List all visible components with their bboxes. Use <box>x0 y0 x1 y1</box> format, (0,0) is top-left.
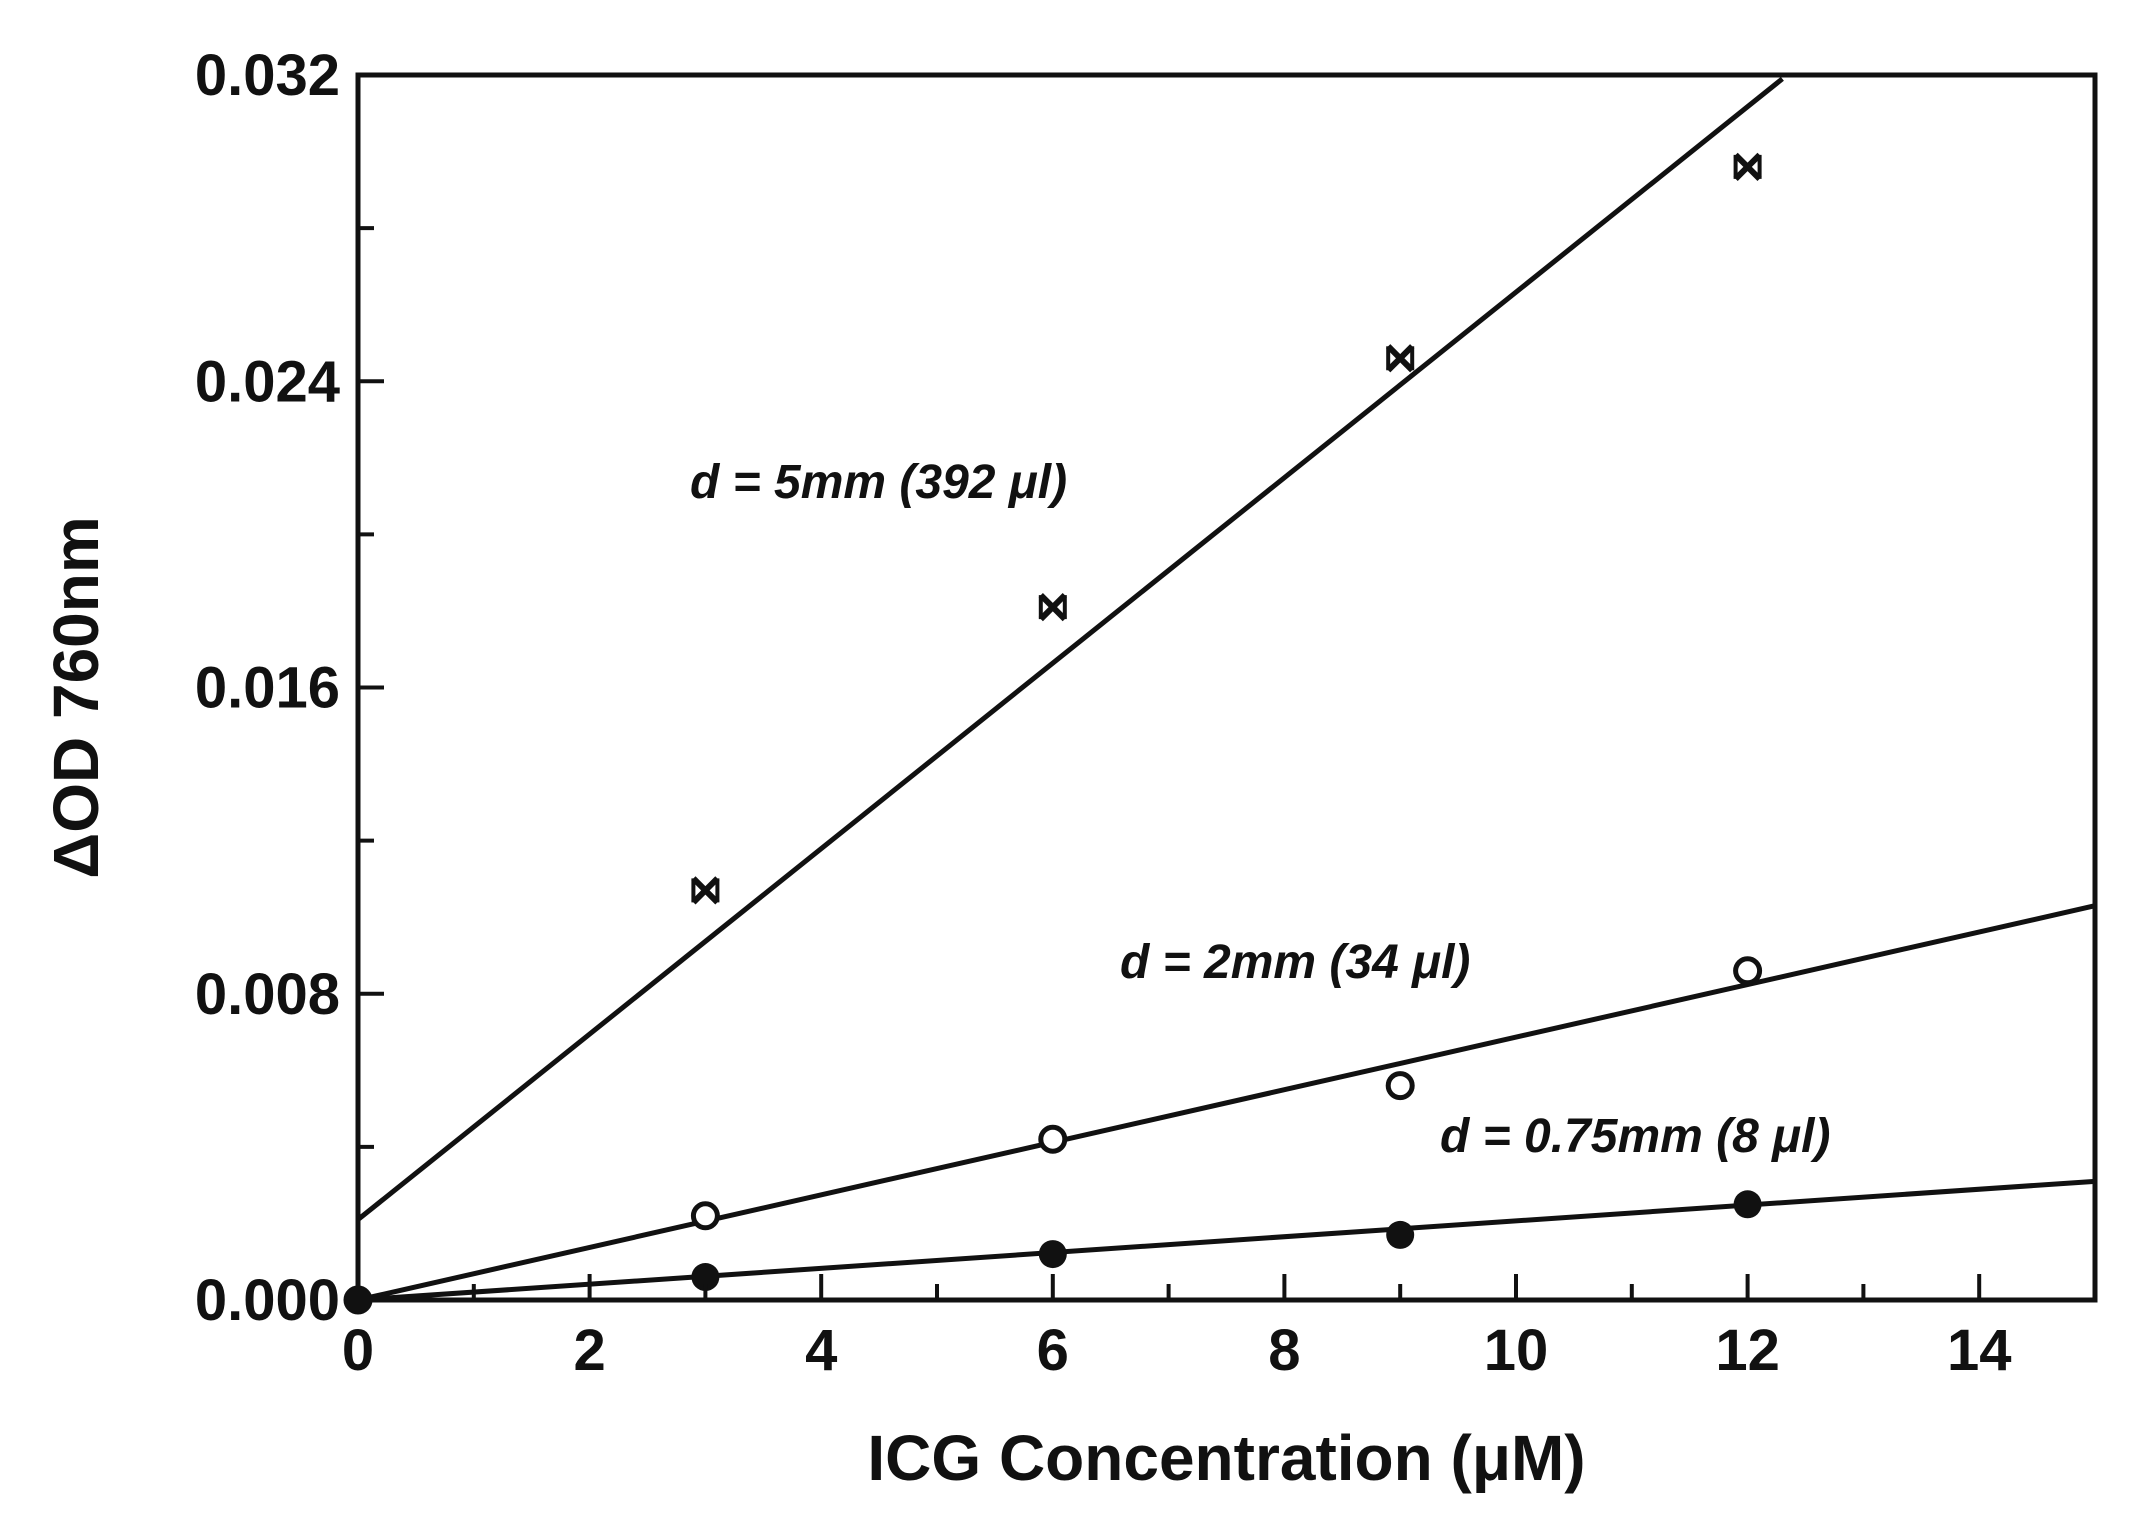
data-point-x <box>1038 592 1067 622</box>
series-annotation: d = 2mm (34 μl) <box>1120 936 1470 989</box>
series-annotation: d = 0.75mm (8 μl) <box>1440 1110 1830 1163</box>
y-tick-label: 0.008 <box>195 962 340 1027</box>
x-tick-label: 6 <box>1037 1318 1069 1383</box>
series-annotations: d = 5mm (392 μl) d = 2mm (34 μl) d = 0.75m… <box>690 456 1830 1163</box>
y-tick-label: 0.016 <box>195 656 340 721</box>
fit-line <box>357 903 2096 1303</box>
plot-frame <box>355 72 2098 1303</box>
x-tick-label: 14 <box>1947 1318 2012 1383</box>
x-tick-label: 8 <box>1268 1318 1300 1383</box>
data-point-x <box>691 876 720 905</box>
data-point-open-circle <box>1385 1071 1415 1101</box>
y-tick-label: 0.024 <box>195 349 340 414</box>
x-tick-label: 0 <box>342 1318 374 1383</box>
y-tick-label: 0.032 <box>195 43 340 108</box>
data-point-open-circle <box>1733 956 1763 986</box>
fit-lines <box>356 76 2096 1303</box>
fit-line <box>357 1178 2096 1303</box>
series-annotation: d = 5mm (392 μl) <box>690 456 1067 509</box>
data-point-filled-circle <box>1386 1220 1415 1249</box>
data-point-filled-circle <box>1733 1190 1762 1219</box>
x-tick-label: 12 <box>1715 1318 1780 1383</box>
x-tick-label: 2 <box>573 1318 605 1383</box>
x-axis-title: ICG Concentration (μM) <box>867 1422 1585 1494</box>
data-point-open-circle <box>690 1201 720 1231</box>
y-axis-title: ΔOD 760nm <box>40 516 112 879</box>
data-point-x <box>1386 344 1415 373</box>
y-tick-label: 0.000 <box>195 1268 340 1333</box>
x-tick-label: 10 <box>1484 1318 1549 1383</box>
data-markers <box>343 152 1763 1315</box>
data-point-filled-circle <box>1038 1240 1067 1269</box>
axis-ticks: 0 2 4 6 8 10 12 14 0.000 0.008 0.016 0.024 0.032 <box>195 43 2097 1383</box>
data-point-x <box>1733 152 1762 181</box>
fit-line <box>356 76 1784 1222</box>
data-point-open-circle <box>1038 1124 1068 1154</box>
x-tick-label: 4 <box>805 1318 837 1383</box>
data-point-filled-circle <box>691 1263 720 1292</box>
